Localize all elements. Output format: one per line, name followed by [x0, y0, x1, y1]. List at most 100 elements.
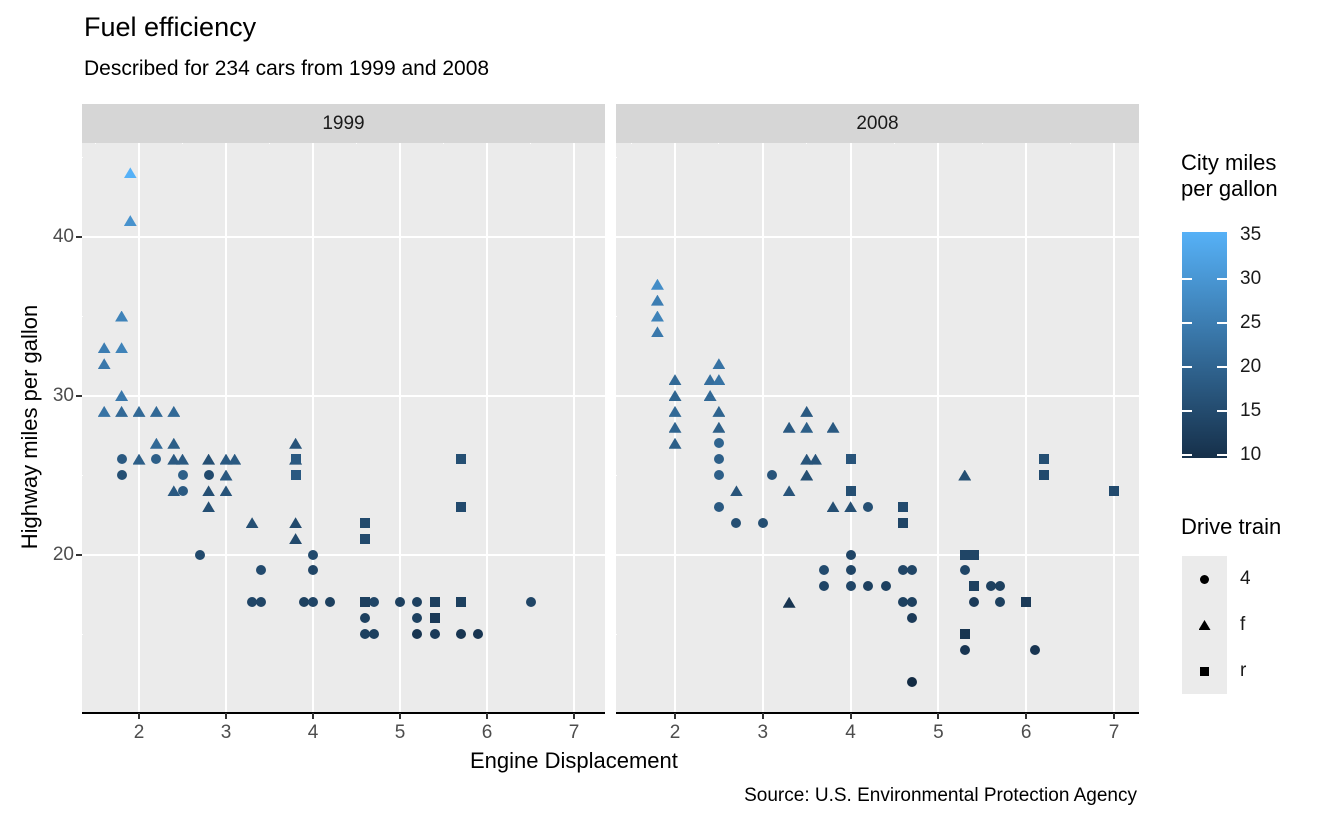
gridline-y-minor [82, 315, 83, 317]
data-point-circle [713, 438, 724, 449]
colorbar-label: 30 [1240, 268, 1262, 289]
x-axis-tick [573, 713, 575, 719]
gridline-y-major [616, 235, 1139, 238]
y-axis-tick [76, 553, 82, 556]
x-axis-tick [138, 713, 140, 719]
colorbar-tick [1182, 454, 1192, 456]
data-point-triangle [668, 405, 682, 417]
y-axis-tick-label: 30 [52, 384, 74, 406]
data-point-triangle [228, 453, 242, 465]
data-point-square [290, 454, 301, 465]
data-point-circle [308, 549, 318, 560]
data-point-circle [986, 581, 997, 592]
data-point-triangle [289, 437, 303, 449]
gridline-x-minor [269, 143, 270, 144]
plot-title: Fuel efficiency [84, 12, 257, 42]
data-point-circle [994, 597, 1005, 608]
data-point-triangle [958, 469, 972, 481]
gridline-x-major [573, 143, 575, 712]
data-point-triangle [219, 453, 233, 465]
data-point-circle [429, 629, 440, 639]
gridline-y-minor [82, 474, 83, 476]
data-point-triangle [712, 374, 726, 386]
shape-legend-label: r [1240, 660, 1247, 681]
data-point-circle [713, 470, 724, 480]
gridline-x-major [312, 143, 314, 712]
source-caption: Source: U.S. Environmental Protection Ag… [744, 785, 1137, 806]
x-axis-tick [674, 713, 676, 719]
gridline-x-major [225, 143, 227, 712]
x-axis-title: Engine Displacement [470, 748, 678, 773]
gridline-y-major [82, 394, 605, 397]
gridline-x-minor [894, 143, 895, 144]
colorbar-tick [1182, 366, 1192, 368]
data-point-circle [177, 470, 188, 480]
colorbar-tick [1217, 366, 1227, 368]
gridline-y-major [82, 235, 605, 238]
shape-legend-label: f [1240, 614, 1246, 635]
data-point-triangle [800, 453, 814, 465]
data-point-circle [880, 581, 891, 592]
triangle-glyph-icon [1198, 620, 1211, 630]
colorbar-label: 25 [1240, 312, 1262, 333]
shape-legend-title: Drive train [1181, 514, 1282, 539]
colorbar-label: 20 [1240, 356, 1262, 377]
data-point-triangle [808, 453, 822, 465]
data-point-circle [898, 565, 909, 576]
data-point-square [360, 533, 371, 544]
data-point-circle [116, 454, 127, 465]
data-point-square [968, 549, 979, 560]
x-axis-tick-label: 7 [568, 722, 580, 743]
facet-strip-2008: 2008 [616, 104, 1139, 143]
gridline-x-minor [443, 143, 444, 144]
data-point-triangle [219, 485, 233, 497]
data-point-circle [845, 549, 856, 560]
x-axis-tick-label: 6 [481, 722, 493, 743]
data-point-triangle [115, 310, 129, 322]
data-point-triangle [650, 294, 664, 306]
data-point-triangle [668, 374, 682, 386]
data-point-circle [325, 597, 336, 608]
y-axis-tick-label: 20 [52, 543, 74, 565]
data-point-triangle [202, 501, 216, 513]
data-point-circle [247, 597, 258, 608]
gridline-y-minor [616, 156, 617, 158]
data-point-circle [968, 597, 979, 608]
data-point-triangle [729, 485, 743, 497]
data-point-circle [308, 565, 318, 576]
gridline-x-minor [981, 143, 983, 144]
data-point-triangle [123, 167, 137, 179]
data-point-triangle [826, 421, 840, 433]
data-point-square [1021, 597, 1032, 608]
gridline-y-major [616, 553, 1139, 556]
data-point-square [429, 613, 440, 624]
x-axis-tick-label: 2 [133, 722, 145, 743]
x-axis-tick [486, 713, 488, 719]
data-point-circle [713, 501, 724, 512]
data-point-triangle [202, 485, 216, 497]
gridline-y-minor [82, 156, 83, 158]
color-legend-title: City miles per gallon [1181, 150, 1278, 203]
data-point-triangle [712, 421, 726, 433]
data-point-circle [525, 597, 536, 608]
x-axis-tick-label: 7 [1108, 722, 1120, 743]
colorbar-tick [1182, 322, 1192, 324]
data-point-circle [907, 676, 918, 687]
data-point-circle [731, 517, 742, 528]
x-axis-tick-label: 6 [1020, 722, 1032, 743]
x-axis-tick [1113, 713, 1115, 719]
x-axis-tick-label: 3 [757, 722, 769, 743]
data-point-triangle [132, 453, 146, 465]
data-point-triangle [703, 374, 717, 386]
data-point-circle [713, 454, 724, 465]
gridline-y-minor [82, 633, 83, 635]
data-point-circle [368, 597, 379, 608]
square-glyph-icon [1200, 666, 1209, 676]
data-point-square [898, 501, 909, 512]
colorbar-tick [1217, 322, 1227, 324]
data-point-triangle [115, 405, 129, 417]
data-point-circle [360, 629, 371, 639]
data-point-triangle [650, 326, 664, 338]
y-axis-title: Highway miles per gallon [17, 304, 42, 550]
